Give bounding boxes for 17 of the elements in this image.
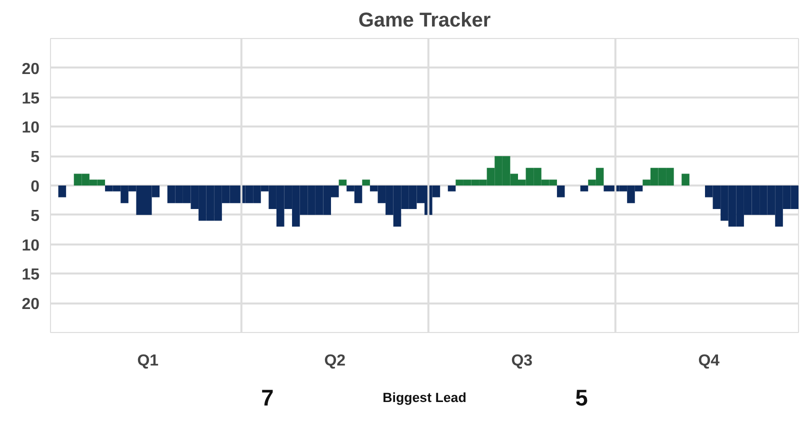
y-tick-label: 5 xyxy=(30,208,40,225)
y-tick-label: 20 xyxy=(22,60,40,78)
chart-title: Game Tracker xyxy=(358,10,491,32)
text: 7 xyxy=(261,384,274,410)
y-tick-label: 20 xyxy=(22,296,40,314)
y-tick-label: 5 xyxy=(30,149,40,166)
y-tick-label: 10 xyxy=(22,237,40,254)
x-tick-label: Q2 xyxy=(324,352,346,370)
y-tick-label: 15 xyxy=(22,266,40,284)
x-tick-label: Q3 xyxy=(511,352,533,370)
y-tick-label: 15 xyxy=(22,90,40,108)
text: Biggest Lead xyxy=(382,390,466,405)
y-tick-label: 10 xyxy=(22,120,40,137)
x-tick-label: Q4 xyxy=(698,352,720,370)
text: 5 xyxy=(575,384,588,410)
x-tick-label: Q1 xyxy=(137,352,159,370)
y-tick-label: 0 xyxy=(30,178,40,196)
